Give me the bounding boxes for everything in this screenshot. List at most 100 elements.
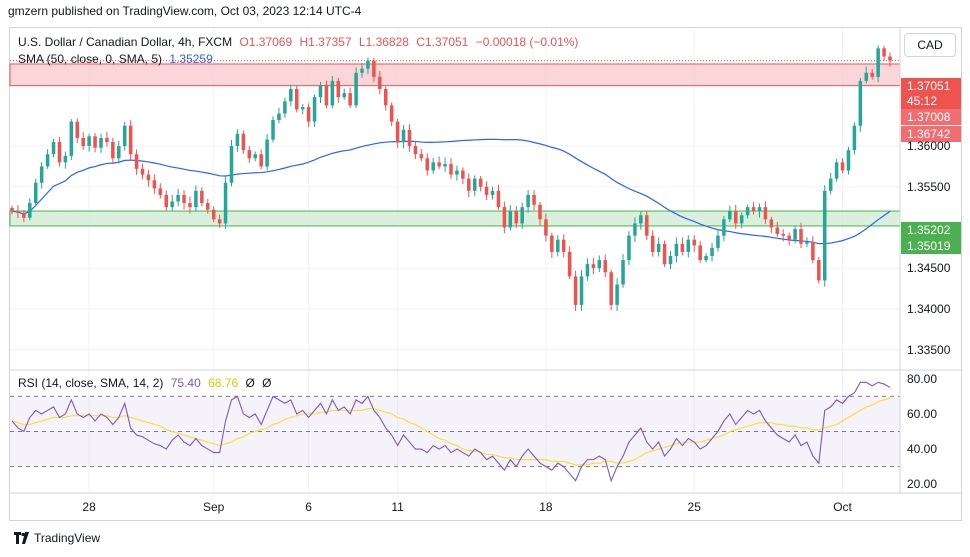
main-legend: U.S. Dollar / Canadian Dollar, 4h, FXCM … [18,35,582,49]
low-value: L1.36828 [358,35,409,49]
candle-body [259,154,263,167]
candle-body [407,129,412,147]
candle-body [733,211,738,224]
candle-body [597,260,602,269]
open-value: O1.37069 [239,35,293,49]
publish-header: gmzern published on TradingView.com, Oct… [8,4,362,18]
price-tick-label: 1.36000 [907,139,951,154]
candle-body [99,137,103,148]
candle-body [763,207,768,220]
candle-body [722,219,726,236]
x-tick-label: 6 [305,500,312,514]
x-tick-label: 18 [539,500,553,514]
candle-body [146,174,151,181]
currency-button[interactable]: CAD [904,33,956,57]
symbol-title[interactable]: U.S. Dollar / Canadian Dollar, 4h, FXCM [18,35,233,49]
candle-body [745,207,750,216]
candle-body [194,190,198,208]
candle-body [200,190,204,204]
candle-body [520,207,524,224]
x-tick-label: 11 [391,500,404,514]
candle-body [45,154,50,167]
green-zone-bottom-tag: 1.35019 [901,238,961,254]
candle-body [864,72,869,81]
candle-body [561,239,566,252]
candle-body [294,89,299,110]
candle-body [188,203,192,208]
candle-body [550,235,554,252]
candle-body [348,93,352,106]
candle-body [75,121,80,138]
candle-body [621,260,625,285]
candle-body [639,215,643,224]
candle-body [51,142,56,155]
candle-body [668,256,673,265]
candle-body [502,207,507,228]
candle-body [526,194,530,208]
sma-line [11,138,891,245]
candle-body [858,80,863,126]
candle-body [698,245,702,261]
candle-body [93,136,97,148]
candle-body [496,190,501,208]
candle-body [312,97,317,122]
chart-frame[interactable] [9,27,962,521]
candle-body [710,247,714,256]
candle-body [573,276,578,305]
candle-body [817,260,821,281]
candle-body [140,168,145,175]
candle-body [567,251,572,277]
candle-body [514,211,519,224]
candle-body [372,60,376,77]
candle-body [822,190,827,281]
sma-legend: SMA (50, close, 0, SMA, 5) 1.35259 [18,52,217,66]
candle-body [739,215,744,224]
candle-body [532,194,536,205]
countdown-tag: 45:12 [901,93,961,109]
price-tick-label: 1.34000 [907,301,951,316]
candle-body [413,146,418,155]
x-tick-label: 28 [82,500,96,514]
candle-body [419,154,424,159]
candle-body [87,136,91,147]
candle-body [793,229,797,240]
candle-body [627,235,631,261]
candle-body [769,219,774,228]
candle-body [692,239,696,246]
rsi-label[interactable]: RSI (14, close, SMA, 14, 2) [18,376,164,390]
candle-body [253,154,257,159]
candle-body [840,162,845,171]
candle-body [781,234,785,236]
candle-body [81,137,85,147]
footer-brand[interactable]: TradingView [14,531,100,545]
candle-body [306,106,311,122]
candle-body [134,154,139,169]
candle-body [360,68,364,73]
rsi-null-2: Ø [262,376,272,390]
candle-body [277,113,281,121]
candle-body [437,162,441,167]
candle-body [128,125,133,155]
candle-body [152,180,157,189]
sma-label[interactable]: SMA (50, close, 0, SMA, 5) [18,52,163,66]
high-value: H1.37357 [299,35,352,49]
candle-body [69,121,74,156]
candle-body [490,190,495,195]
candle-body [775,227,780,235]
candle-body [170,201,174,208]
candle-body [787,235,791,240]
footer-brand-text: TradingView [34,531,101,545]
candle-body [811,242,815,261]
candle-body [300,106,305,110]
candle-body [591,264,596,269]
candle-body [283,101,287,114]
candle-body [645,215,649,236]
rsi-tick-label: 20.00 [907,477,938,492]
candle-body [846,150,851,171]
candle-body [395,121,400,142]
rsi-sma-line [11,397,891,466]
candle-body [538,204,542,220]
candle-body [241,133,246,151]
candle-body [16,211,20,213]
